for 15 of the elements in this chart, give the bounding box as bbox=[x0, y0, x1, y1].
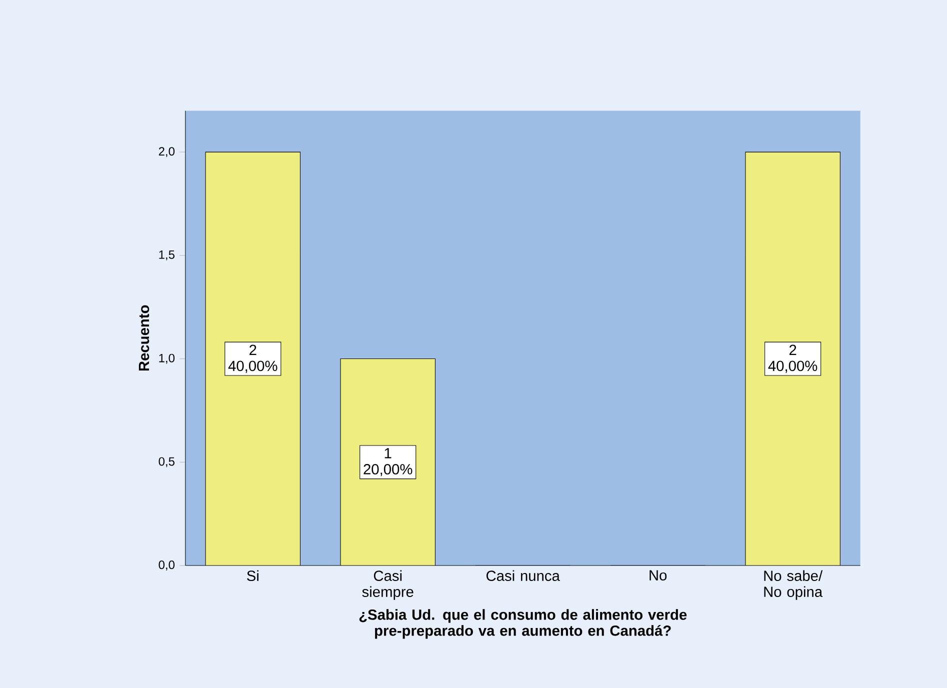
x-tick-label: Casi nunca bbox=[486, 570, 560, 581]
y-tick-label: 0,0 bbox=[158, 560, 175, 570]
y-tick-label: 1,5 bbox=[159, 250, 174, 260]
data-label: 1 20,00% bbox=[364, 448, 412, 476]
data-label: 2 40,00% bbox=[228, 344, 278, 373]
x-axis-title: ¿Sabia Ud. que el consumo de alimento verde pre-preparado va en aumento en Canadá? bbox=[359, 608, 687, 639]
x-tick-label: No sabe/ No opina bbox=[764, 570, 823, 600]
x-tick-label: Casi siempre bbox=[362, 570, 414, 600]
data-label: 2 40,00% bbox=[768, 344, 818, 373]
y-tick-label: 2,0 bbox=[158, 146, 175, 157]
y-tick-label: 1,0 bbox=[159, 354, 175, 364]
y-axis-title: Recuento bbox=[138, 305, 150, 370]
x-tick-label: Si bbox=[247, 570, 258, 581]
y-tick-label: 0,5 bbox=[158, 457, 174, 467]
x-tick-label: No bbox=[650, 570, 667, 580]
